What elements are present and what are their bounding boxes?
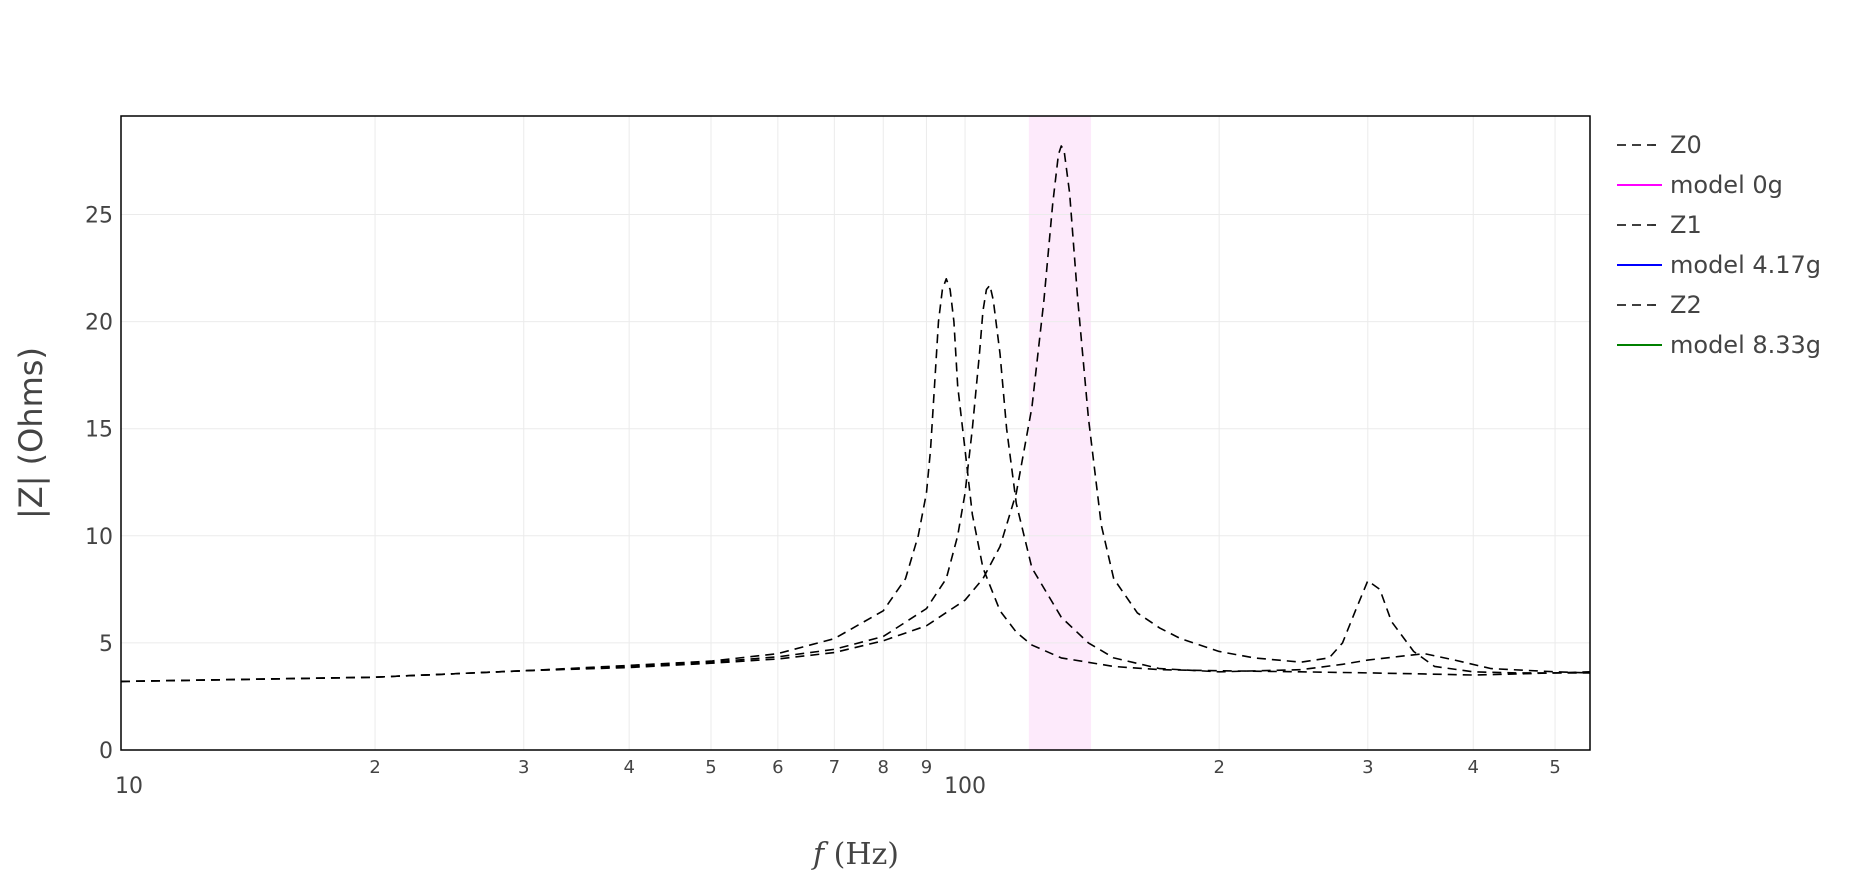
- legend[interactable]: Z0 model 0g Z1 model 4.17g Z2 model 8.33g: [1617, 131, 1821, 359]
- legend-label: Z0: [1670, 131, 1702, 159]
- series-line-z0: [121, 277, 1590, 683]
- legend-item-z2[interactable]: Z2: [1617, 291, 1702, 319]
- highlight-band: [1028, 116, 1092, 750]
- y-tick-label: 15: [85, 418, 113, 443]
- legend-item-model-4-17g[interactable]: model 4.17g: [1617, 251, 1821, 279]
- highlight-band-layer: [1028, 116, 1092, 750]
- legend-label: Z2: [1670, 291, 1702, 319]
- x-tick-label-minor: 9: [921, 757, 932, 778]
- x-tick-label-minor: 5: [1549, 757, 1560, 778]
- legend-label: model 8.33g: [1670, 331, 1821, 359]
- legend-label: model 4.17g: [1670, 251, 1821, 279]
- y-tick-label: 5: [99, 632, 113, 657]
- y-tick-labels: 0 5 10 15 20 25: [85, 204, 113, 764]
- x-tick-label-minor: 6: [772, 757, 783, 778]
- series-line-z1: [121, 284, 1590, 683]
- x-tick-label-minor: 3: [1362, 757, 1373, 778]
- legend-item-model-0g[interactable]: model 0g: [1617, 171, 1783, 199]
- legend-label: model 0g: [1670, 171, 1783, 199]
- y-axis-label: |Z| (Ohms): [12, 347, 50, 519]
- plot-frame: [120, 115, 1591, 751]
- legend-item-model-8-33g[interactable]: model 8.33g: [1617, 331, 1821, 359]
- x-axis-label: f (Hz): [811, 837, 899, 872]
- x-tick-label-minor: 4: [623, 757, 634, 778]
- x-tick-label-minor: 5: [705, 757, 716, 778]
- legend-item-z1[interactable]: Z1: [1617, 211, 1702, 239]
- x-tick-label-minor: 4: [1468, 757, 1479, 778]
- series-layer: [121, 145, 1590, 683]
- x-tick-label-minor: 2: [369, 757, 380, 778]
- x-tick-label-major: 10: [115, 774, 143, 799]
- x-tick-label-minor: 8: [878, 757, 889, 778]
- y-tick-label: 10: [85, 525, 113, 550]
- x-tick-label-minor: 2: [1213, 757, 1224, 778]
- series-line-z2: [121, 145, 1590, 683]
- y-tick-label: 25: [85, 204, 113, 229]
- x-tick-label-major: 100: [944, 774, 986, 799]
- x-tick-labels: 10 100 2 3 4 5 6 7 8 9 2 3 4 5: [115, 757, 1561, 799]
- x-tick-label-minor: 7: [829, 757, 840, 778]
- y-tick-label: 20: [85, 311, 113, 336]
- x-axis-label-unit: (Hz): [824, 837, 899, 872]
- x-tick-label-minor: 3: [518, 757, 529, 778]
- legend-label: Z1: [1670, 211, 1702, 239]
- grid-layer: [121, 116, 1590, 750]
- legend-item-z0[interactable]: Z0: [1617, 131, 1702, 159]
- y-tick-label: 0: [99, 739, 113, 764]
